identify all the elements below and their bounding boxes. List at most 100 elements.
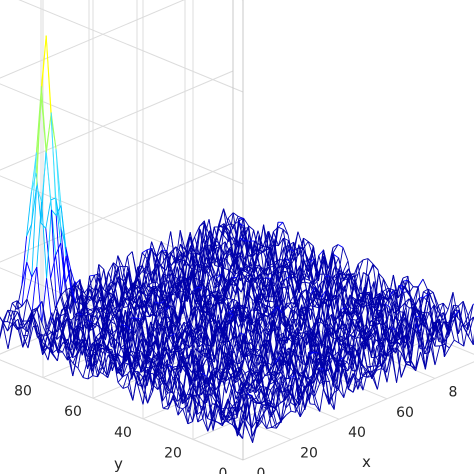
mesh-line [139, 305, 146, 314]
mesh-line [280, 376, 286, 380]
mesh-line [87, 354, 93, 360]
mesh-line [323, 249, 330, 275]
mesh-line [206, 376, 213, 404]
mesh-line [172, 282, 179, 287]
mesh-line [269, 246, 276, 265]
mesh-line [137, 371, 144, 390]
mesh-line [89, 274, 95, 277]
mesh-line [443, 321, 450, 336]
mesh-line [119, 298, 125, 309]
mesh-line [268, 231, 274, 249]
mesh-line [164, 306, 170, 311]
mesh-line [233, 332, 240, 347]
mesh-line [70, 289, 77, 340]
mesh-line [198, 311, 205, 347]
mesh-line [374, 293, 380, 298]
mesh-line [239, 237, 245, 242]
mesh-line [61, 318, 68, 326]
mesh-line [60, 255, 67, 293]
mesh-line [185, 332, 191, 343]
mesh-line [386, 348, 393, 373]
mesh-line [110, 296, 116, 300]
mesh-line [170, 333, 177, 352]
mesh-line [201, 264, 207, 271]
mesh-line [121, 323, 127, 327]
mesh-line [249, 389, 256, 394]
mesh-line [260, 388, 267, 407]
mesh-line [45, 35, 52, 113]
mesh-line [77, 338, 83, 342]
mesh-line [333, 359, 340, 387]
mesh-line [348, 388, 354, 393]
mesh-line [77, 367, 84, 378]
mesh-line [202, 287, 209, 301]
mesh-line [144, 300, 151, 317]
mesh-line [285, 275, 292, 309]
mesh-line [115, 319, 122, 341]
mesh-line [279, 377, 286, 388]
mesh-line [235, 369, 242, 382]
mesh-line [257, 317, 264, 323]
mesh-line [67, 355, 74, 377]
mesh-line [263, 357, 270, 372]
mesh-line [89, 275, 96, 309]
mesh-line [37, 326, 44, 349]
mesh-line [210, 244, 216, 250]
mesh-line [61, 306, 67, 311]
mesh-line [279, 356, 286, 379]
mesh-line [224, 268, 230, 271]
mesh-line [179, 335, 186, 347]
mesh-line [120, 311, 127, 325]
mesh-line [248, 225, 254, 231]
mesh-line [291, 309, 297, 313]
mesh-line [313, 247, 320, 280]
mesh-line [294, 265, 301, 276]
mesh-line [368, 281, 375, 326]
mesh-line [462, 315, 469, 326]
mesh-line [409, 316, 416, 345]
mesh-line [103, 283, 110, 301]
mesh-line [76, 314, 83, 351]
mesh-line [204, 335, 211, 354]
mesh-line [347, 362, 354, 372]
mesh-line [257, 328, 264, 342]
mesh-line [95, 308, 102, 340]
mesh-line [184, 341, 191, 369]
mesh-line [161, 359, 168, 369]
mesh-line [112, 262, 119, 282]
mesh-line [304, 262, 310, 280]
mesh-line [270, 388, 277, 402]
mesh-line [347, 346, 354, 372]
mesh-line [272, 319, 279, 330]
mesh-line [95, 306, 101, 309]
mesh-line [354, 298, 361, 306]
mesh-line [167, 273, 173, 277]
mesh-line [192, 393, 199, 397]
mesh-line [331, 336, 338, 352]
mesh-line [263, 343, 270, 371]
mesh-line [351, 335, 357, 340]
mesh-line [213, 226, 220, 246]
mesh-line [261, 302, 268, 307]
mesh-line [128, 271, 135, 299]
mesh-line [74, 281, 80, 290]
mesh-line [230, 257, 237, 269]
mesh-line [176, 253, 182, 288]
mesh-line [257, 230, 264, 248]
mesh-line [151, 360, 157, 364]
mesh-line [291, 295, 297, 338]
mesh-line [65, 255, 72, 290]
mesh-line [206, 269, 212, 278]
mesh-line [172, 377, 179, 399]
mesh-line [125, 326, 132, 351]
mesh-line [380, 323, 386, 329]
mesh-line [402, 280, 409, 291]
mesh-line [204, 230, 211, 245]
mesh-line [259, 265, 265, 271]
mesh-line [233, 314, 239, 328]
mesh-line [202, 401, 209, 432]
mesh-line [243, 334, 250, 372]
mesh-line [32, 314, 39, 334]
mesh-line [253, 240, 260, 266]
mesh-line [235, 382, 242, 400]
